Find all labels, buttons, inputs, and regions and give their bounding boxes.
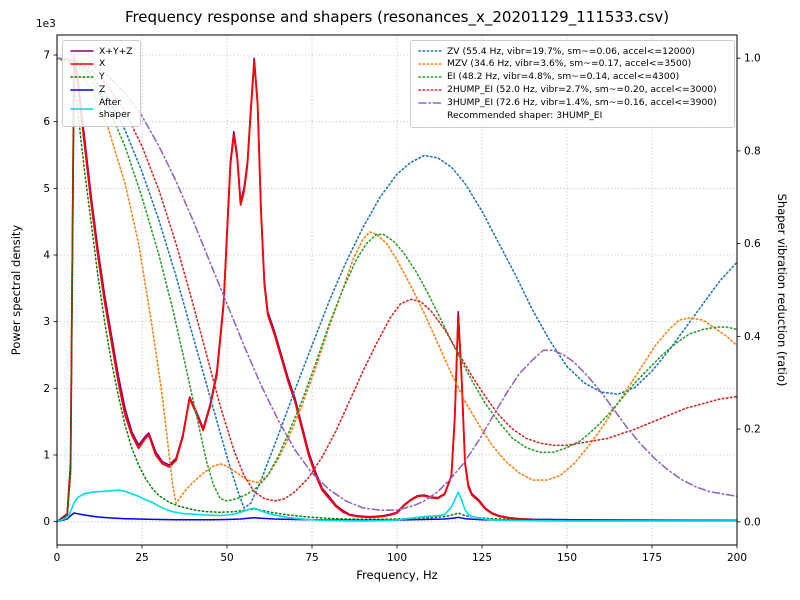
legend-item-3hump-ei: 3HUMP_EI (72.6 Hz, vibr=1.4%, sm~=0.16, … — [418, 97, 727, 110]
legend-item-x-y-z: X+Y+Z — [70, 45, 133, 58]
y-right-tick-label: 0.2 — [744, 424, 761, 436]
legend-line-sample — [418, 111, 442, 121]
y-right-tick-label: 0.4 — [744, 331, 761, 343]
y-left-tick-label: 6 — [43, 116, 50, 128]
series-after-shaper — [57, 489, 737, 523]
legend-item-zv: ZV (55.4 Hz, vibr=19.7%, sm~=0.06, accel… — [418, 45, 727, 58]
legend-line-sample — [70, 72, 94, 82]
y-left-tick-label: 7 — [43, 50, 50, 62]
legend-line-sample — [70, 46, 94, 56]
y-left-tick-label: 2 — [43, 383, 50, 395]
y-right-tick-label: 0.0 — [744, 516, 761, 528]
legend-label: ZV (55.4 Hz, vibr=19.7%, sm~=0.06, accel… — [447, 45, 695, 57]
legend-label: 3HUMP_EI (72.6 Hz, vibr=1.4%, sm~=0.16, … — [447, 97, 717, 109]
legend-line-sample — [70, 59, 94, 69]
y-right-tick-label: 0.8 — [744, 145, 761, 157]
series-z — [57, 512, 737, 523]
legend-label: MZV (34.6 Hz, vibr=3.6%, sm~=0.17, accel… — [447, 58, 692, 70]
shapers-legend: ZV (55.4 Hz, vibr=19.7%, sm~=0.06, accel… — [410, 40, 735, 128]
legend-label: Z — [99, 84, 106, 96]
legend-item-2hump-ei: 2HUMP_EI (52.0 Hz, vibr=2.7%, sm~=0.20, … — [418, 84, 727, 97]
legend-item-y: Y — [70, 71, 133, 84]
y-left-tick-label: 0 — [43, 516, 50, 528]
series-3hump-ei — [57, 57, 737, 511]
legend-label: 2HUMP_EI (52.0 Hz, vibr=2.7%, sm~=0.20, … — [447, 84, 717, 96]
legend-line-sample — [418, 59, 442, 69]
y-left-tick-label: 4 — [43, 250, 50, 262]
legend-item-ei: EI (48.2 Hz, vibr=4.8%, sm~=0.14, accel<… — [418, 71, 727, 84]
legend-line-sample — [70, 104, 94, 114]
x-tick-label: 100 — [387, 552, 407, 564]
psd-legend: X+Y+Z X Y Z After shaper — [62, 40, 141, 127]
legend-line-sample — [418, 98, 442, 108]
chart-title: Frequency response and shapers (resonanc… — [124, 8, 670, 26]
legend-line-sample — [70, 85, 94, 95]
y-left-offset-text: 1e3 — [36, 18, 56, 30]
legend-item-x: X — [70, 58, 133, 71]
legend-item-after-shaper: After shaper — [70, 97, 133, 122]
x-tick-label: 0 — [54, 552, 61, 564]
ticks: 0 25 50 75 100 125 150 175 200 0 1 2 3 4 5 6 7 0.0 0.2 0.4 0… — [43, 50, 761, 565]
y-left-tick-label: 5 — [43, 183, 50, 195]
series-2hump-ei — [57, 57, 737, 502]
x-tick-label: 25 — [135, 552, 148, 564]
y-right-tick-label: 1.0 — [744, 53, 761, 65]
series-group — [57, 54, 737, 523]
y-right-tick-label: 0.6 — [744, 238, 761, 250]
legend-item-z: Z — [70, 84, 133, 97]
x-tick-label: 125 — [472, 552, 492, 564]
legend-label: EI (48.2 Hz, vibr=4.8%, sm~=0.14, accel<… — [447, 71, 680, 83]
series-ei — [57, 57, 737, 502]
legend-line-sample — [418, 46, 442, 56]
legend-item-mzv: MZV (34.6 Hz, vibr=3.6%, sm~=0.17, accel… — [418, 58, 727, 71]
series-y — [57, 87, 737, 523]
x-tick-label: 150 — [557, 552, 577, 564]
series-zv — [57, 57, 737, 509]
x-axis-label: Frequency, Hz — [356, 568, 438, 582]
legend-line-sample — [418, 85, 442, 95]
legend-label: X+Y+Z — [99, 45, 133, 57]
x-tick-label: 50 — [220, 552, 233, 564]
legend-label: Y — [99, 71, 105, 83]
legend-label: Recommended shaper: 3HUMP_EI — [447, 110, 603, 122]
series-x — [57, 60, 737, 523]
y-left-tick-label: 1 — [43, 450, 50, 462]
x-tick-label: 200 — [727, 552, 747, 564]
legend-line-sample — [418, 72, 442, 82]
x-tick-label: 175 — [642, 552, 662, 564]
x-tick-label: 75 — [305, 552, 318, 564]
y-left-tick-label: 3 — [43, 316, 50, 328]
legend-label: X — [99, 58, 106, 70]
legend-item-recommended-shaper: Recommended shaper: 3HUMP_EI — [418, 110, 727, 123]
legend-label: After shaper — [99, 97, 131, 121]
